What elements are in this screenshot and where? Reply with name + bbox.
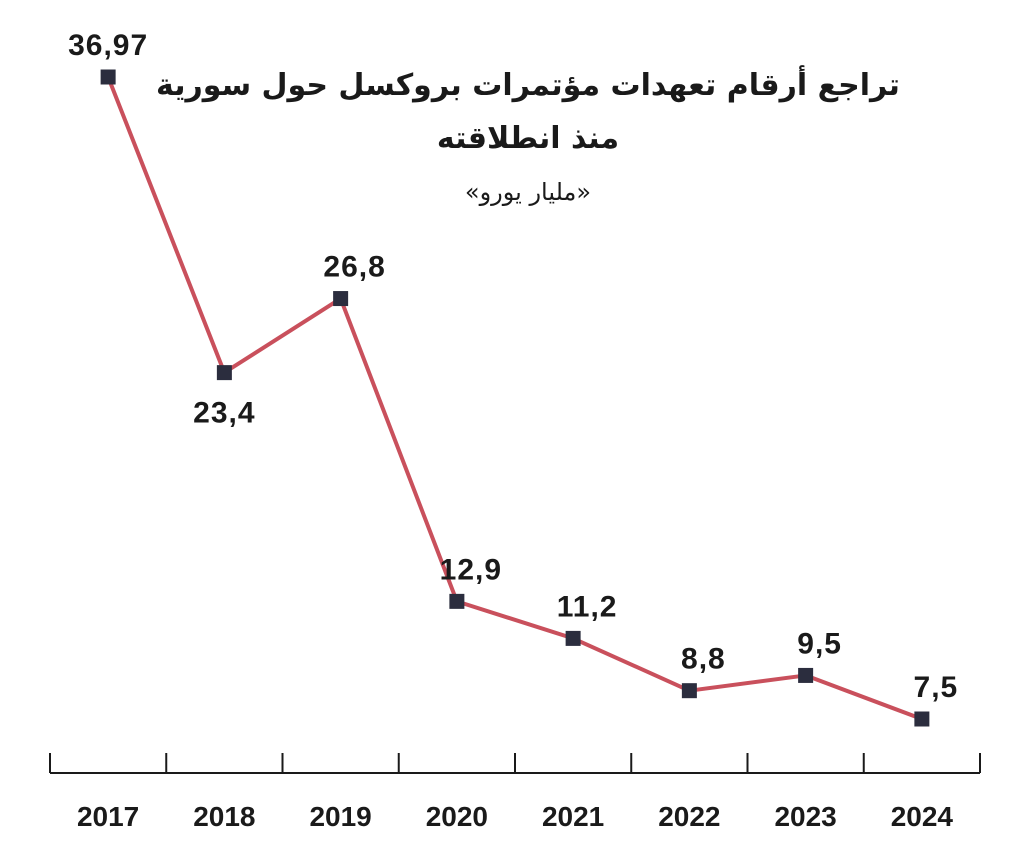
data-point-marker <box>681 683 697 699</box>
data-point-marker <box>565 630 581 646</box>
data-point-marker <box>333 291 349 307</box>
data-label: 8,8 <box>681 643 726 676</box>
x-tick-label: 2024 <box>891 801 954 832</box>
data-label-layer: 36,97 23,4 26,8 12,9 11,2 8,8 9,5 7,5 <box>68 29 959 704</box>
data-label: 23,4 <box>193 397 255 430</box>
x-tick-label: 2021 <box>542 801 604 832</box>
x-tick-label: 2018 <box>193 801 255 832</box>
series-line <box>106 76 923 721</box>
series-line-layer <box>106 76 923 721</box>
x-axis <box>49 753 981 774</box>
data-label: 12,9 <box>440 553 502 586</box>
x-tick-label: 2020 <box>426 801 488 832</box>
chart-title: تراجع أرقام تعهدات مؤتمرات بروكسل حول سو… <box>156 65 900 206</box>
data-label: 36,97 <box>68 29 148 62</box>
data-point-marker <box>216 365 232 381</box>
data-point-marker <box>100 69 116 85</box>
x-tick-label: 2023 <box>774 801 836 832</box>
data-label: 11,2 <box>557 590 618 623</box>
data-point-marker <box>449 593 465 609</box>
data-point-marker <box>798 667 814 683</box>
series-marker-layer <box>100 69 930 727</box>
data-point-marker <box>914 711 930 727</box>
x-tick-label: 2017 <box>77 801 139 832</box>
data-label: 9,5 <box>797 627 842 660</box>
data-label: 26,8 <box>323 251 385 284</box>
x-tick-label: 2022 <box>658 801 720 832</box>
x-tick-label-layer: 2017 2018 2019 2020 2021 2022 2023 2024 <box>77 801 953 832</box>
data-label: 7,5 <box>914 671 959 704</box>
x-tick-label: 2019 <box>309 801 371 832</box>
chart-title-line1: تراجع أرقام تعهدات مؤتمرات بروكسل حول سو… <box>156 65 900 103</box>
chart-subtitle: «مليار يورو» <box>465 178 591 206</box>
chart-title-line2: منذ انطلاقته <box>437 121 619 156</box>
